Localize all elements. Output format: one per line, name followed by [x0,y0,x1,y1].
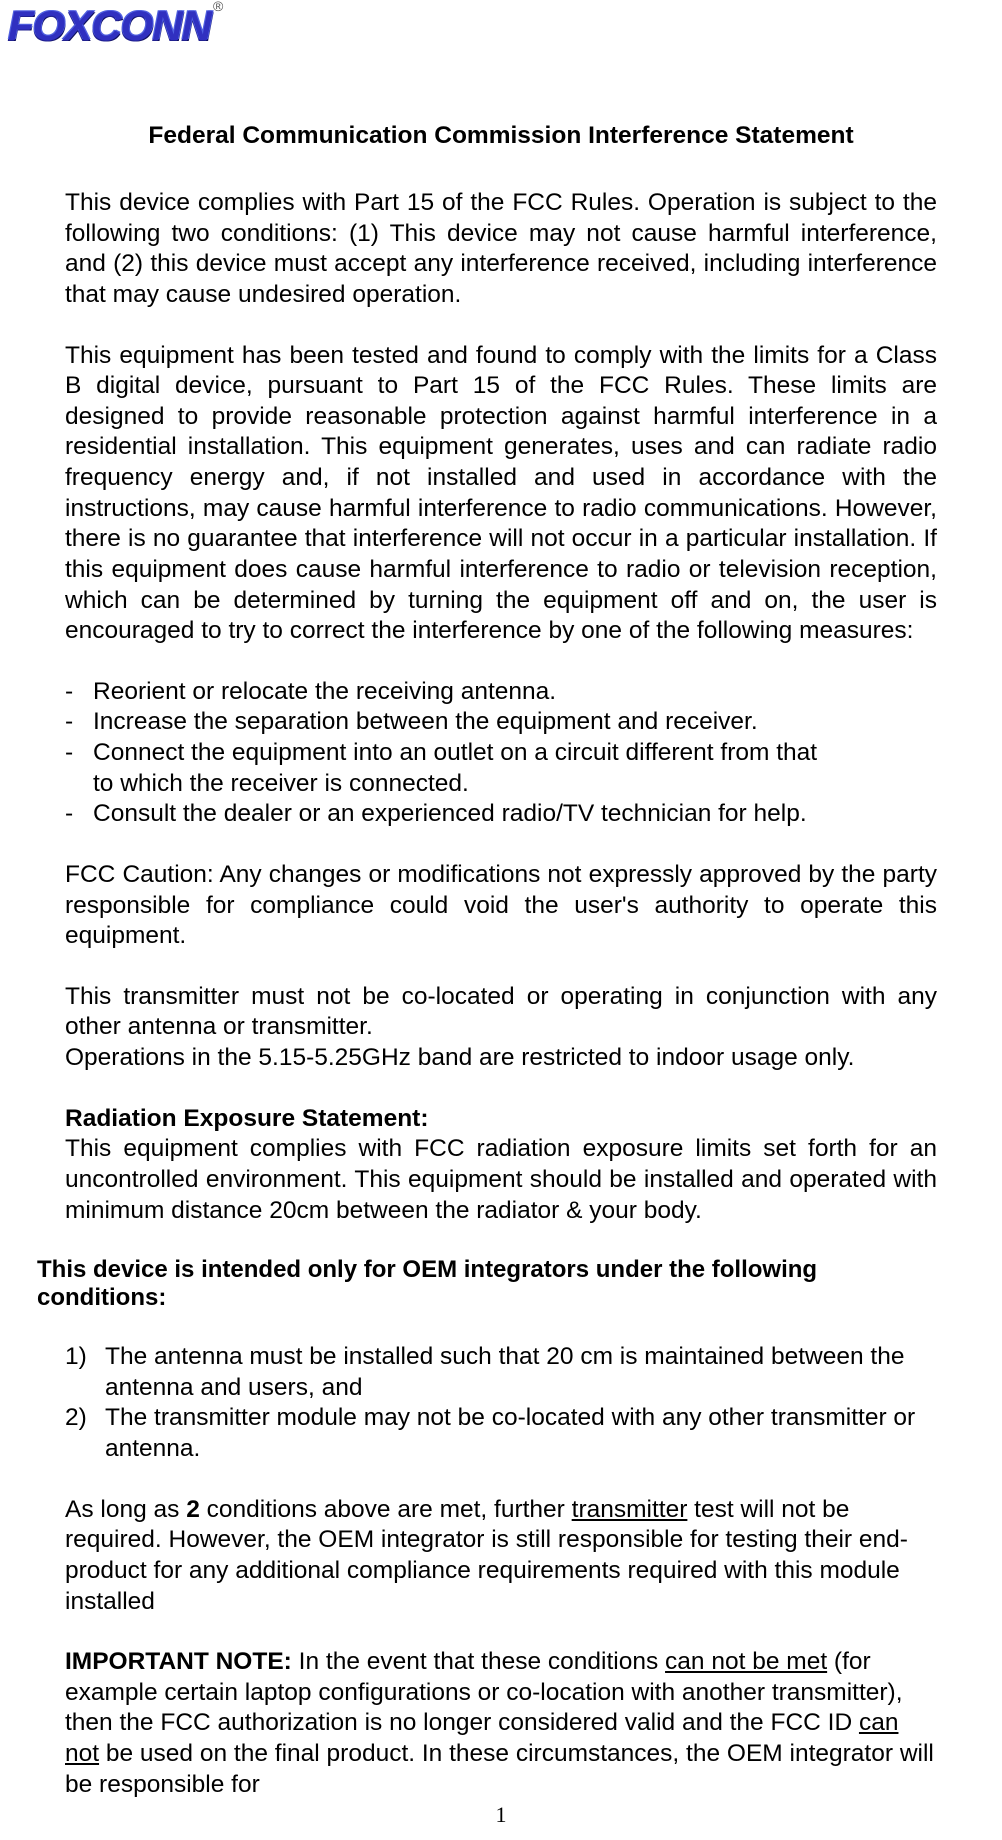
text-span: conditions above are met, further [200,1496,572,1523]
paragraph-transmitter-block: This transmitter must not be co-located … [65,982,937,1074]
list-item: - Connect the equipment into an outlet o… [65,738,937,769]
measure-text: Connect the equipment into an outlet on … [93,738,937,769]
underline-cannot1: can not be met [665,1648,827,1675]
dash-bullet: - [65,707,93,738]
paragraph-as-long-as: As long as 2 conditions above are met, f… [65,1495,937,1618]
text-span: In the event that these conditions [292,1648,665,1675]
radiation-exposure-block: Radiation Exposure Statement: This equip… [65,1104,937,1227]
list-item: - Reorient or relocate the receiving ant… [65,677,937,708]
list-item: 1) The antenna must be installed such th… [65,1342,937,1403]
paragraph-band-restriction: Operations in the 5.15-5.25GHz band are … [65,1043,937,1074]
dash-bullet: - [65,799,93,830]
list-item: 2) The transmitter module may not be co-… [65,1403,937,1464]
dash-bullet: - [65,677,93,708]
measure-text: Increase the separation between the equi… [93,707,937,738]
paragraph-fcc-caution: FCC Caution: Any changes or modification… [65,860,937,952]
text-span: be used on the final product. In these c… [65,1740,934,1798]
paragraph-tested: This equipment has been tested and found… [65,341,937,647]
logo-block: FOXCONN® [8,0,937,62]
condition-text: The antenna must be installed such that … [105,1342,937,1403]
paragraph-important-note: IMPORTANT NOTE: In the event that these … [65,1647,937,1800]
radiation-body: This equipment complies with FCC radiati… [65,1134,937,1226]
radiation-heading: Radiation Exposure Statement: [65,1104,937,1135]
bold-number: 2 [186,1496,200,1523]
important-note-label: IMPORTANT NOTE: [65,1648,292,1675]
measure-text: Reorient or relocate the receiving anten… [93,677,937,708]
logo-text: FOXCONN [8,2,211,50]
dash-bullet: - [65,738,93,769]
number-bullet: 1) [65,1342,105,1403]
condition-text: The transmitter module may not be co-loc… [105,1403,937,1464]
underline-transmitter: transmitter [572,1496,688,1523]
document-title: Federal Communication Commission Interfe… [65,122,937,150]
number-bullet: 2) [65,1403,105,1464]
text-span: As long as [65,1496,186,1523]
list-item: - Consult the dealer or an experienced r… [65,799,937,830]
page-number: 1 [0,1802,1002,1828]
measures-list: - Reorient or relocate the receiving ant… [65,677,937,830]
paragraph-transmitter: This transmitter must not be co-located … [65,982,937,1043]
measure-text: Consult the dealer or an experienced rad… [93,799,937,830]
paragraph-compliance: This device complies with Part 15 of the… [65,188,937,311]
measure-continuation: to which the receiver is connected. [65,769,937,800]
list-item: - Increase the separation between the eq… [65,707,937,738]
page-container: FOXCONN® Federal Communication Commissio… [0,0,1002,1840]
logo-trademark: ® [213,0,223,14]
oem-conditions-list: 1) The antenna must be installed such th… [65,1342,937,1465]
oem-conditions-title: This device is intended only for OEM int… [37,1256,937,1312]
